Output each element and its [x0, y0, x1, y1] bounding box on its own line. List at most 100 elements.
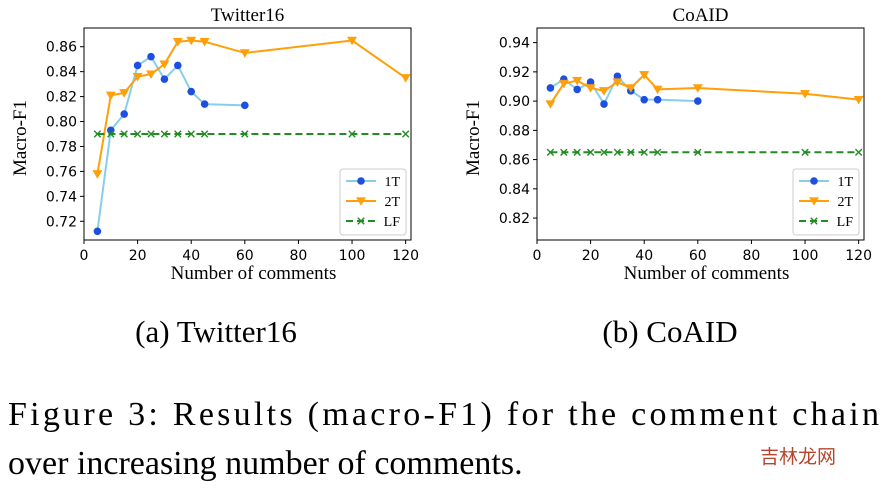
data-point-lf-stroke-b	[160, 130, 169, 138]
x-tick-label: 0	[80, 248, 89, 264]
legend-label: LF	[384, 215, 401, 230]
data-point-lf-stroke-b	[120, 130, 128, 138]
data-point-2t	[585, 84, 596, 93]
data-point-lf	[401, 130, 410, 138]
data-point-2t	[625, 84, 636, 93]
data-point-1t	[147, 52, 155, 61]
data-point-1t	[200, 100, 209, 108]
data-point-2t	[598, 87, 610, 96]
data-point-lf	[640, 148, 648, 156]
data-point-1t	[160, 75, 169, 83]
data-point-1t	[653, 95, 662, 104]
x-tick-label: 40	[635, 248, 653, 264]
y-tick-label: 0.88	[499, 123, 530, 139]
data-point-lf	[93, 130, 102, 138]
data-point-lf	[147, 130, 155, 138]
series-line-1t	[96, 55, 245, 232]
data-point-2t	[239, 49, 250, 58]
data-point-lf	[801, 148, 809, 156]
legend-item-2t: 2T	[346, 195, 400, 210]
legend-marker	[357, 217, 365, 225]
data-point-lf	[600, 148, 608, 156]
legend-marker-stroke-b	[357, 217, 365, 225]
series-1t	[93, 52, 249, 236]
data-point-2t	[186, 36, 197, 46]
y-tick-label: 0.90	[499, 94, 530, 110]
chart-twitter16: Twitter16 0 20 40 60 80 100 120 0.72 0.74 0.76 0.78…	[10, 5, 419, 284]
data-point-lf-stroke-b	[854, 148, 863, 156]
y-tick-label: 0.82	[499, 211, 530, 227]
data-point-lf-stroke-b	[546, 148, 555, 156]
data-point-lf-stroke-b	[93, 130, 102, 138]
y-tick-label: 0.78	[46, 139, 77, 155]
figure-caption-line-1: Figure 3: Results (macro-F1) for the com…	[8, 396, 879, 433]
data-point-lf-stroke-b	[627, 148, 635, 156]
data-point-lf-stroke-b	[653, 148, 662, 156]
data-point-2t	[346, 36, 358, 46]
data-point-lf	[107, 130, 115, 138]
data-point-lf	[133, 130, 142, 138]
data-point-lf-stroke-b	[241, 130, 249, 138]
data-point-2t	[159, 60, 170, 70]
data-point-lf	[174, 130, 182, 138]
legend-marker	[810, 217, 818, 225]
data-point-lf-stroke-b	[401, 130, 410, 138]
data-point-lf	[653, 148, 662, 156]
legend: 1T 2T LF	[339, 168, 407, 236]
y-tick-label: 0.84	[499, 182, 530, 198]
y-tick-label: 0.76	[46, 164, 77, 180]
x-tick-label: 80	[290, 248, 308, 264]
data-point-1t	[120, 110, 129, 118]
legend-label: 2T	[384, 195, 400, 210]
data-point-2t	[572, 76, 583, 86]
legend-marker-stroke-b	[810, 217, 818, 225]
plot-frame	[536, 27, 865, 241]
y-tick-label: 0.82	[46, 90, 77, 106]
data-point-1t	[133, 61, 142, 70]
data-point-2t	[119, 89, 130, 98]
chart-coaid: CoAID 0 20 40 60 80 100 120 0.82 0.84 0.86 0.88 0.90…	[463, 5, 872, 284]
x-tick-label: 40	[182, 248, 200, 264]
data-point-lf	[613, 148, 622, 156]
legend-label: 1T	[384, 175, 400, 190]
data-point-2t	[799, 90, 811, 99]
legend-marker	[355, 197, 367, 206]
series-line-2t	[549, 73, 859, 105]
y-tick-label: 0.94	[499, 36, 530, 52]
data-point-1t	[694, 97, 702, 105]
data-point-lf	[586, 148, 595, 156]
data-point-1t	[241, 101, 249, 110]
data-point-2t	[853, 95, 864, 105]
data-point-lf-stroke-b	[801, 148, 809, 156]
data-point-lf-stroke-b	[147, 130, 155, 138]
watermark: 吉林龙网	[760, 446, 836, 468]
data-point-2t	[639, 71, 650, 80]
data-point-lf-stroke-b	[174, 130, 182, 138]
data-point-lf	[546, 148, 555, 156]
plot-frame	[83, 27, 412, 241]
data-point-lf-stroke-b	[187, 130, 195, 138]
data-point-2t	[692, 84, 703, 93]
legend-item-1t: 1T	[799, 175, 853, 190]
data-point-2t	[145, 70, 157, 80]
data-point-2t	[652, 85, 663, 95]
data-point-1t	[573, 85, 582, 94]
series-lf	[546, 148, 863, 156]
series-line-1t	[549, 75, 698, 106]
data-point-lf	[560, 148, 568, 156]
data-point-lf-stroke-b	[640, 148, 648, 156]
x-tick-label: 20	[582, 248, 600, 264]
subcaption-b: (b) CoAID	[602, 314, 737, 349]
data-point-2t	[92, 170, 103, 179]
y-tick-label: 0.92	[499, 65, 530, 81]
data-point-2t	[400, 74, 411, 83]
x-tick-label: 80	[743, 248, 761, 264]
data-point-2t	[132, 72, 143, 82]
legend: 1T 2T LF	[792, 168, 860, 236]
data-point-lf-stroke-b	[560, 148, 568, 156]
x-tick-label: 60	[689, 248, 707, 264]
data-point-lf-stroke-b	[348, 130, 356, 138]
data-point-2t	[558, 79, 569, 89]
legend-marker	[808, 197, 820, 206]
legend-label: 2T	[837, 195, 853, 210]
